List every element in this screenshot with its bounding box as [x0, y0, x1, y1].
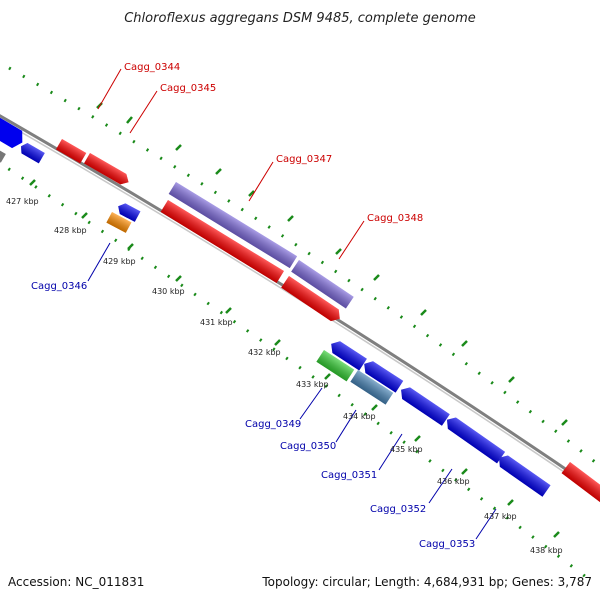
gene-cagg-0347-block[interactable]	[168, 182, 298, 269]
leader-lines-bottom	[87, 242, 497, 540]
gene-cagg-0345-block[interactable]	[84, 153, 132, 187]
scale-label: 427 kbp	[6, 197, 39, 206]
gene-cagg-0349-block[interactable]	[316, 350, 355, 382]
map-title: Chloroflexus aggregans DSM 9485, complet…	[124, 11, 476, 26]
forward-genes	[0, 111, 600, 504]
gene-cagg-0350-rev-block[interactable]	[360, 358, 404, 393]
scale-label: 435 kbp	[390, 445, 423, 454]
accession-text: Accession: NC_011831	[8, 575, 144, 589]
gene-label-cagg-0348[interactable]: Cagg_0348	[367, 213, 423, 224]
scale-labels: 427 kbp 428 kbp 429 kbp 430 kbp 431 kbp …	[6, 197, 563, 555]
gene-cagg-0352-block[interactable]	[443, 414, 506, 464]
scale-label: 436 kbp	[437, 477, 470, 486]
genome-backbone-outer	[0, 114, 600, 495]
scale-label: 428 kbp	[54, 226, 87, 235]
gene-cagg-0344-block[interactable]	[56, 139, 87, 164]
gene-cagg-0346-block[interactable]	[106, 212, 132, 233]
gene-labels-top: Cagg_0344 Cagg_0345 Cagg_0347 Cagg_0348	[124, 62, 423, 224]
leader-lines-top	[97, 68, 365, 260]
scale-label: 433 kbp	[296, 380, 329, 389]
inner-major-ticks	[29, 179, 560, 538]
gene-cagg-0343b-block[interactable]	[18, 141, 45, 164]
gene-cagg-0353-block[interactable]	[495, 452, 551, 497]
gene-cagg-0342-block[interactable]	[0, 113, 18, 143]
gene-label-cagg-0347[interactable]: Cagg_0347	[276, 154, 332, 165]
gene-label-cagg-0351[interactable]: Cagg_0351	[321, 470, 377, 481]
scale-label: 431 kbp	[200, 318, 233, 327]
gene-label-cagg-0346[interactable]: Cagg_0346	[31, 281, 87, 292]
scale-label: 437 kbp	[484, 512, 517, 521]
gene-label-cagg-0344[interactable]: Cagg_0344	[124, 62, 180, 73]
gene-label-cagg-0353[interactable]: Cagg_0353	[419, 539, 475, 550]
gene-cagg-0350-block[interactable]	[350, 370, 394, 405]
gene-cagg-0354-block[interactable]	[561, 462, 600, 504]
scale-label: 429 kbp	[103, 257, 136, 266]
inner-tick-ring	[0, 161, 591, 582]
gene-cagg-0351-block[interactable]	[397, 384, 450, 426]
scale-label: 434 kbp	[343, 412, 376, 421]
gene-label-cagg-0352[interactable]: Cagg_0352	[370, 504, 426, 515]
outer-major-ticks	[96, 102, 568, 426]
gene-cagg-0348-cds-block[interactable]	[281, 276, 344, 325]
gene-gray-block[interactable]	[0, 146, 6, 163]
gene-label-cagg-0350[interactable]: Cagg_0350	[280, 441, 336, 452]
gene-cagg-0347-cds-block[interactable]	[160, 200, 284, 283]
topology-text: Topology: circular; Length: 4,684,931 bp…	[261, 575, 592, 589]
scale-label: 438 kbp	[530, 546, 563, 555]
gene-labels-bottom: Cagg_0346 Cagg_0349 Cagg_0350 Cagg_0351 …	[31, 281, 475, 550]
gene-cagg-0349-rev-block[interactable]	[327, 338, 367, 371]
scale-label: 430 kbp	[152, 287, 185, 296]
gene-label-cagg-0345[interactable]: Cagg_0345	[160, 83, 216, 94]
gene-cagg-0348-block[interactable]	[291, 260, 354, 309]
scale-label: 432 kbp	[248, 348, 281, 357]
gene-label-cagg-0349[interactable]: Cagg_0349	[245, 419, 301, 430]
gene-small-blue-block[interactable]	[115, 201, 141, 222]
reverse-genes	[0, 113, 551, 497]
